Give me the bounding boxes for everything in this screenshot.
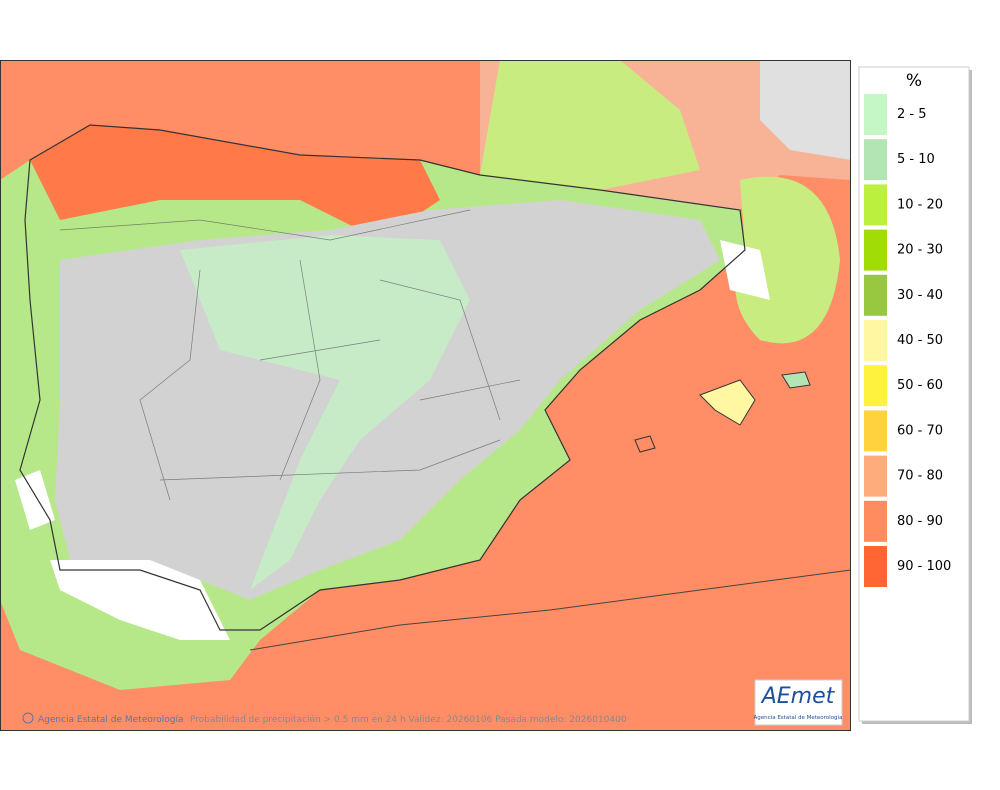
legend-label: 5 - 10 <box>897 152 935 167</box>
legend-label: 10 - 20 <box>897 197 943 212</box>
catalonia-dry <box>720 240 770 300</box>
legend-label: 80 - 90 <box>897 514 943 529</box>
legend-swatch <box>864 184 887 226</box>
legend-swatch <box>864 410 887 452</box>
legend-label: 60 - 70 <box>897 423 943 438</box>
legend-swatch <box>864 500 887 542</box>
legend-label: 50 - 60 <box>897 378 943 393</box>
map: Agencia Estatal de Meteorología Probabil… <box>0 60 852 731</box>
sea-green <box>735 176 840 344</box>
legend-label: 20 - 30 <box>897 243 943 258</box>
interior-light <box>180 235 470 590</box>
legend-title: % <box>906 71 922 91</box>
legend-swatch <box>864 139 887 181</box>
borders <box>59 209 521 501</box>
map-frame <box>0 60 851 731</box>
menorca <box>781 371 811 389</box>
legend-label: 40 - 50 <box>897 333 943 348</box>
legend-swatch <box>864 274 887 316</box>
legend-swatch <box>864 546 887 587</box>
legend-label: 30 - 40 <box>897 288 943 303</box>
legend-swatch <box>864 320 887 361</box>
legend: % 2 - 5 5 - 10 10 - 20 20 - 30 30 - 40 40 - 5… <box>858 66 972 724</box>
legend-swatch <box>864 455 887 497</box>
france-dry <box>760 60 851 160</box>
legend-swatch <box>864 229 887 271</box>
legend-swatch <box>864 365 887 407</box>
ibiza <box>634 435 656 453</box>
logo-subtitle: Agencia Estatal de Meteorología <box>754 714 843 721</box>
logo-name: AEmet <box>760 684 836 709</box>
legend-label: 90 - 100 <box>897 559 951 574</box>
agency-credit: Agencia Estatal de Meteorología <box>38 715 184 725</box>
coastline <box>19 124 746 631</box>
map-caption: Probabilidad de precipitación > 0.5 mm e… <box>190 714 627 725</box>
north-high <box>30 125 440 240</box>
france-green <box>480 60 700 190</box>
andalusia-dry <box>50 560 230 640</box>
logo-box <box>754 679 843 726</box>
portugal-dry <box>15 470 55 530</box>
copyright-icon <box>22 712 34 724</box>
africa-coast <box>249 569 852 651</box>
legend-label: 2 - 5 <box>897 107 927 122</box>
mallorca <box>699 379 756 426</box>
legend-swatch <box>864 94 887 135</box>
legend-label: 70 - 80 <box>897 469 943 484</box>
